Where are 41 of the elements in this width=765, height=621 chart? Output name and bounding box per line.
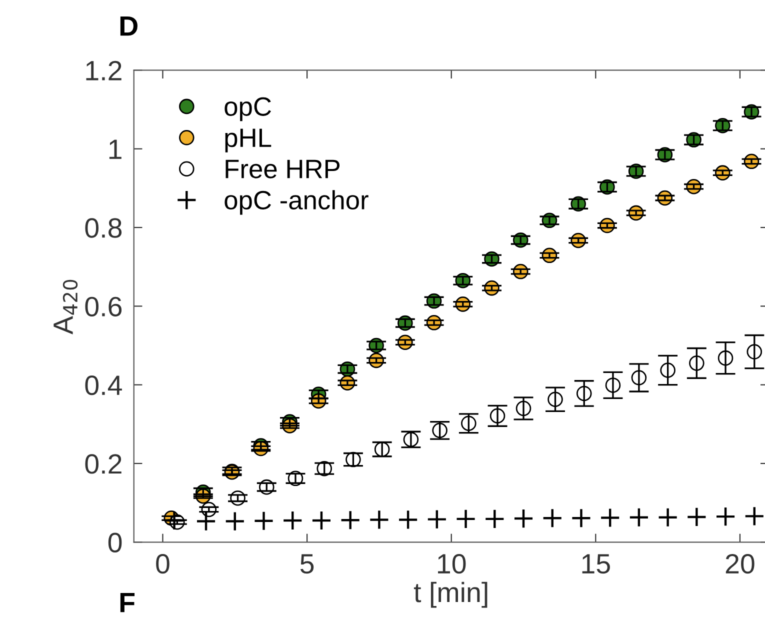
text: D (120, 16, 138, 36)
point (571, 508, 592, 528)
legend-label: Free HRP (226, 160, 340, 178)
point (456, 508, 476, 530)
point (513, 508, 534, 529)
text: F (120, 593, 135, 612)
x-tick-label: 15 (582, 554, 610, 574)
legend-label: opC (224, 97, 271, 122)
point (369, 510, 390, 530)
point (484, 508, 505, 530)
point (164, 510, 184, 531)
y-tick-label: 0 (108, 532, 122, 552)
x-tick-label: 0 (156, 554, 170, 574)
point (658, 507, 678, 528)
x-tick-label: 5 (300, 554, 314, 574)
point (542, 508, 563, 528)
x-tick-label: 10 (438, 554, 466, 574)
y-tick-label: 0.2 (85, 454, 122, 474)
x-tick-label: 20 (726, 554, 754, 574)
point (224, 511, 246, 532)
point (340, 510, 360, 530)
x-axis-title: t [min] (414, 582, 488, 608)
point (282, 510, 303, 531)
y-tick-label: 0.6 (85, 296, 122, 316)
point (398, 510, 418, 530)
point (628, 507, 650, 528)
legend-label: opC -anchor (224, 190, 368, 215)
y-tick-label: 1.2 (86, 60, 122, 80)
y-axis-title: A$_{420}$ (54, 280, 78, 334)
point (426, 509, 448, 530)
point (715, 506, 736, 527)
y-tick-label: 0.4 (85, 375, 122, 396)
point (744, 506, 765, 526)
point (254, 510, 274, 532)
point (600, 508, 620, 528)
y-tick-label: 1 (109, 140, 122, 159)
point (196, 511, 216, 532)
point (686, 506, 707, 528)
legend-label: pHL (225, 128, 272, 152)
y-tick-label: 0.8 (85, 218, 122, 238)
point (311, 510, 332, 531)
